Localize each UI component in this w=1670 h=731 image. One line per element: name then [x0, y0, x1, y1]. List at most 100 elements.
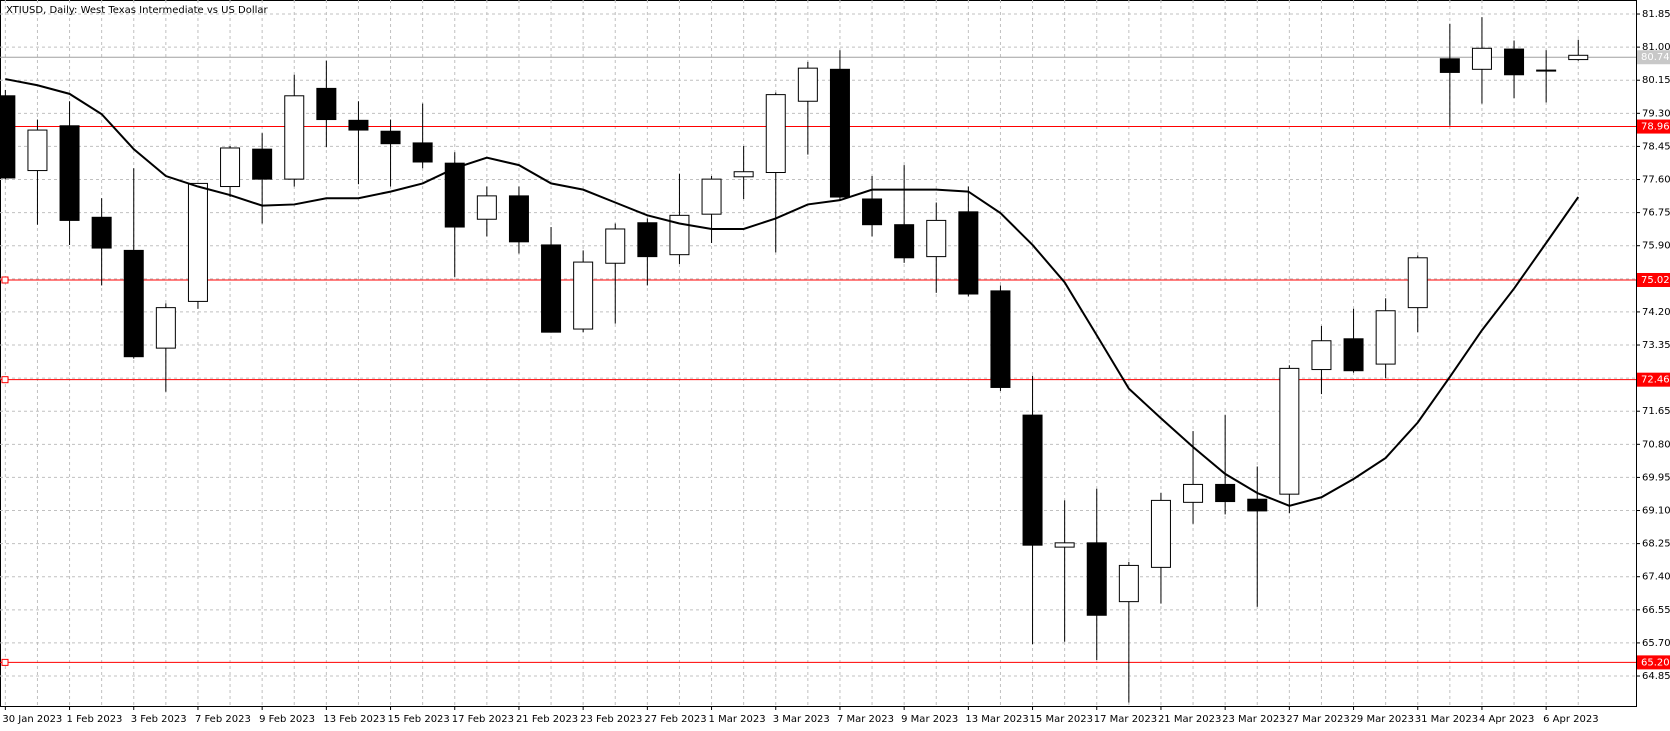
y-tick-label: 75.90	[1642, 241, 1670, 252]
candle-body-up	[765, 94, 786, 174]
candle-body-down	[1343, 338, 1364, 372]
last-price-label: 80.74	[1641, 52, 1670, 63]
x-tick-label: 9 Mar 2023	[901, 714, 958, 725]
y-tick-label: 78.45	[1642, 141, 1670, 152]
level-marker	[1, 658, 9, 666]
candle-body-up	[1054, 542, 1075, 548]
y-tick-label: 76.75	[1642, 208, 1670, 219]
candle-body-up	[1568, 54, 1589, 61]
x-tick-label: 29 Mar 2023	[1351, 714, 1414, 725]
x-tick-label: 21 Mar 2023	[1158, 714, 1221, 725]
x-tick-label: 3 Feb 2023	[131, 714, 187, 725]
candle-body-up	[926, 219, 947, 258]
level-label: 78.96	[1641, 122, 1670, 133]
candle-body-down	[1086, 542, 1107, 616]
x-tick-label: 1 Mar 2023	[709, 714, 766, 725]
y-tick-label: 70.80	[1642, 439, 1670, 450]
x-tick-label: 30 Jan 2023	[2, 714, 62, 725]
candle-body-up	[1183, 483, 1204, 503]
x-tick-label: 15 Mar 2023	[1030, 714, 1093, 725]
candle-body-down	[894, 224, 915, 259]
x-tick-label: 17 Feb 2023	[452, 714, 514, 725]
candle-body-down	[829, 68, 850, 198]
candle-body-up	[733, 171, 754, 178]
level-marker	[1, 276, 9, 284]
candle-body-up	[1471, 47, 1492, 70]
level-label: 72.46	[1641, 375, 1670, 386]
candle-body-down	[316, 87, 337, 121]
candle-body-down	[412, 142, 433, 163]
x-tick-label: 3 Mar 2023	[773, 714, 830, 725]
chart-title: XTIUSD, Daily: West Texas Intermediate v…	[6, 5, 269, 16]
candle-body-down	[1022, 414, 1043, 546]
candle-body-down	[91, 216, 112, 249]
x-tick-label: 4 Apr 2023	[1479, 714, 1534, 725]
x-tick-label: 9 Feb 2023	[259, 714, 315, 725]
candle-body-down	[541, 244, 562, 333]
level-label-bg	[1637, 272, 1670, 287]
y-tick-label: 73.35	[1642, 340, 1670, 351]
candle-body-up	[1311, 340, 1332, 371]
candle-body-up	[797, 67, 818, 102]
y-tick-label: 81.85	[1642, 9, 1670, 20]
candle-body-up	[1375, 310, 1396, 365]
x-tick-label: 7 Feb 2023	[195, 714, 251, 725]
candle-body-down	[1504, 48, 1525, 76]
candle-body-up	[284, 95, 305, 180]
moving-average	[5, 78, 1580, 507]
x-tick-label: 27 Mar 2023	[1286, 714, 1349, 725]
y-tick-label: 74.20	[1642, 307, 1670, 318]
y-tick-label: 68.25	[1642, 539, 1670, 550]
level-marker	[1, 376, 9, 384]
y-tick-label: 80.15	[1642, 75, 1670, 86]
candle-body-down	[444, 162, 465, 228]
candle-body-down	[990, 290, 1011, 388]
candle-body-down	[59, 125, 80, 221]
x-tick-label: 21 Feb 2023	[516, 714, 578, 725]
x-tick-label: 13 Feb 2023	[323, 714, 385, 725]
x-tick-label: 1 Feb 2023	[67, 714, 123, 725]
level-label-bg	[1637, 655, 1670, 670]
x-tick-label: 23 Mar 2023	[1222, 714, 1285, 725]
candle-body-up	[605, 228, 626, 264]
candle-body-up	[1150, 499, 1171, 568]
candle-body-up	[1407, 257, 1428, 309]
x-tick-label: 23 Feb 2023	[580, 714, 642, 725]
candle-body-up	[1118, 564, 1139, 603]
x-tick-label: 27 Feb 2023	[644, 714, 706, 725]
candle-body-down	[637, 222, 658, 258]
y-tick-label: 64.85	[1642, 671, 1670, 682]
y-tick-label: 71.65	[1642, 406, 1670, 417]
y-tick-label: 81.00	[1642, 42, 1670, 53]
x-tick-label: 15 Feb 2023	[388, 714, 450, 725]
candle-body-up	[187, 182, 208, 302]
candle-body-down	[380, 130, 401, 145]
candle-body-up	[573, 261, 594, 330]
candle-body-down	[123, 249, 144, 358]
level-label: 75.02	[1641, 275, 1670, 286]
y-tick-label: 79.30	[1642, 108, 1670, 119]
candle-body-down	[862, 198, 883, 226]
last-price-bg	[1637, 50, 1670, 65]
candle-body-down	[1247, 498, 1268, 512]
x-tick-label: 6 Apr 2023	[1543, 714, 1598, 725]
candle-body-down	[508, 195, 529, 243]
x-tick-label: 13 Mar 2023	[965, 714, 1028, 725]
candle-body-down	[0, 95, 16, 179]
level-label: 65.20	[1641, 657, 1670, 668]
candle-body-down	[1536, 69, 1557, 72]
level-label-bg	[1637, 119, 1670, 134]
candle-body-down	[1215, 483, 1236, 503]
plot-frame	[0, 0, 1637, 707]
candle-body-down	[252, 148, 273, 180]
candle-body-up	[155, 307, 176, 349]
candle-body-up	[701, 178, 722, 215]
y-tick-label: 65.70	[1642, 638, 1670, 649]
x-tick-label: 7 Mar 2023	[837, 714, 894, 725]
candle-body-up	[27, 129, 48, 172]
candle-body-down	[1439, 58, 1460, 73]
candle-body-down	[348, 119, 369, 131]
x-tick-label: 17 Mar 2023	[1094, 714, 1157, 725]
candle-body-down	[958, 211, 979, 295]
